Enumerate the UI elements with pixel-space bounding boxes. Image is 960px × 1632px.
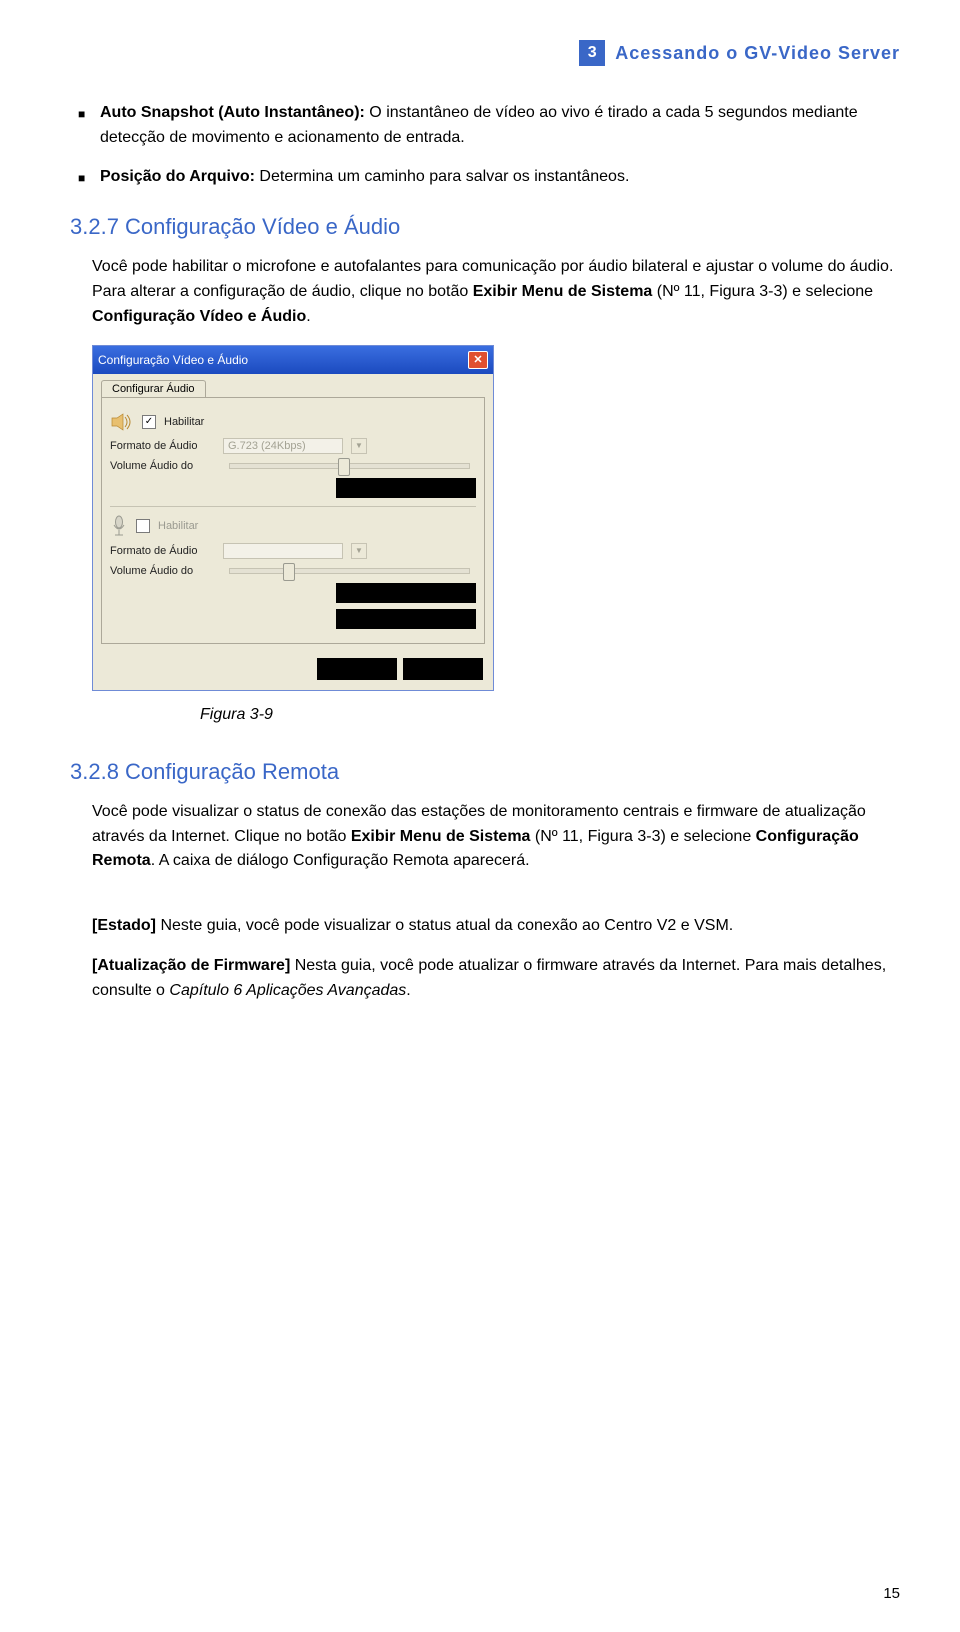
bullet-marker: ■ xyxy=(78,101,100,151)
enable-speaker-checkbox[interactable]: ✓ xyxy=(142,415,156,429)
tab-configure-audio[interactable]: Configurar Áudio xyxy=(101,380,206,397)
chevron-down-icon[interactable]: ▼ xyxy=(351,438,367,454)
bullet-item: ■ Posição do Arquivo: Determina um camin… xyxy=(78,165,900,190)
audio-format-label-2: Formato de Áudio xyxy=(110,545,215,557)
volume-label-2: Volume Áudio do xyxy=(110,565,215,577)
slider-thumb[interactable] xyxy=(283,563,295,581)
section-328-paragraph-3: [Atualização de Firmware] Nesta guia, vo… xyxy=(92,954,900,1004)
divider xyxy=(110,506,476,507)
dialog-titlebar: Configuração Vídeo e Áudio ✕ xyxy=(93,346,493,374)
bullet-marker: ■ xyxy=(78,165,100,190)
enable-mic-checkbox[interactable] xyxy=(136,519,150,533)
page-number: 15 xyxy=(883,1585,900,1602)
redacted-box xyxy=(336,609,476,629)
section-heading-327: 3.2.7 Configuração Vídeo e Áudio xyxy=(70,214,900,240)
audio-format-label: Formato de Áudio xyxy=(110,440,215,452)
enable-speaker-label: Habilitar xyxy=(164,416,204,428)
audio-format-select-2[interactable] xyxy=(223,543,343,559)
volume-row-2: Volume Áudio do xyxy=(110,565,476,577)
section-327-paragraph: Você pode habilitar o microfone e autofa… xyxy=(92,255,900,329)
dialog-panel: ✓ Habilitar Formato de Áudio G.723 (24Kb… xyxy=(101,397,485,644)
redacted-row-3 xyxy=(110,609,476,629)
bullet-text: Auto Snapshot (Auto Instantâneo): O inst… xyxy=(100,101,900,151)
speaker-enable-row: ✓ Habilitar xyxy=(110,412,476,432)
document-page: 3 Acessando o GV-Video Server ■ Auto Sna… xyxy=(0,0,960,1632)
bullet-text: Posição do Arquivo: Determina um caminho… xyxy=(100,165,629,190)
bullet-item: ■ Auto Snapshot (Auto Instantâneo): O in… xyxy=(78,101,900,151)
audio-format-select[interactable]: G.723 (24Kbps) xyxy=(223,438,343,454)
section-328-paragraph-2: [Estado] Neste guia, você pode visualiza… xyxy=(92,914,900,939)
figure-caption: Figura 3-9 xyxy=(200,706,900,724)
chevron-down-icon[interactable]: ▼ xyxy=(351,543,367,559)
dialog-button-redacted-2[interactable] xyxy=(403,658,483,680)
dialog-tabs: Configurar Áudio xyxy=(93,374,493,397)
enable-mic-label: Habilitar xyxy=(158,520,198,532)
audio-format-row-1: Formato de Áudio G.723 (24Kbps) ▼ xyxy=(110,438,476,454)
figure-3-9: Configuração Vídeo e Áudio ✕ Configurar … xyxy=(92,345,900,691)
speaker-icon xyxy=(110,412,134,432)
volume-slider-1[interactable] xyxy=(229,463,470,469)
redacted-box xyxy=(336,478,476,498)
bullet-list: ■ Auto Snapshot (Auto Instantâneo): O in… xyxy=(78,101,900,189)
volume-label-1: Volume Áudio do xyxy=(110,460,215,472)
volume-row-1: Volume Áudio do xyxy=(110,460,476,472)
slider-thumb[interactable] xyxy=(338,458,350,476)
volume-slider-2[interactable] xyxy=(229,568,470,574)
section-heading-328: 3.2.8 Configuração Remota xyxy=(70,759,900,785)
chapter-title: Acessando o GV-Video Server xyxy=(615,43,900,64)
chapter-number-badge: 3 xyxy=(579,40,605,66)
audio-format-row-2: Formato de Áudio ▼ xyxy=(110,543,476,559)
audio-video-config-dialog: Configuração Vídeo e Áudio ✕ Configurar … xyxy=(92,345,494,691)
chapter-header: 3 Acessando o GV-Video Server xyxy=(70,40,900,66)
dialog-buttons xyxy=(93,652,493,690)
redacted-row-1 xyxy=(110,478,476,498)
mic-enable-row: Habilitar xyxy=(110,515,476,537)
redacted-box xyxy=(336,583,476,603)
dialog-title: Configuração Vídeo e Áudio xyxy=(98,353,248,367)
dialog-button-redacted-1[interactable] xyxy=(317,658,397,680)
close-icon[interactable]: ✕ xyxy=(468,351,488,369)
microphone-icon xyxy=(110,515,128,537)
section-328-paragraph-1: Você pode visualizar o status de conexão… xyxy=(92,800,900,874)
redacted-row-2 xyxy=(110,583,476,603)
